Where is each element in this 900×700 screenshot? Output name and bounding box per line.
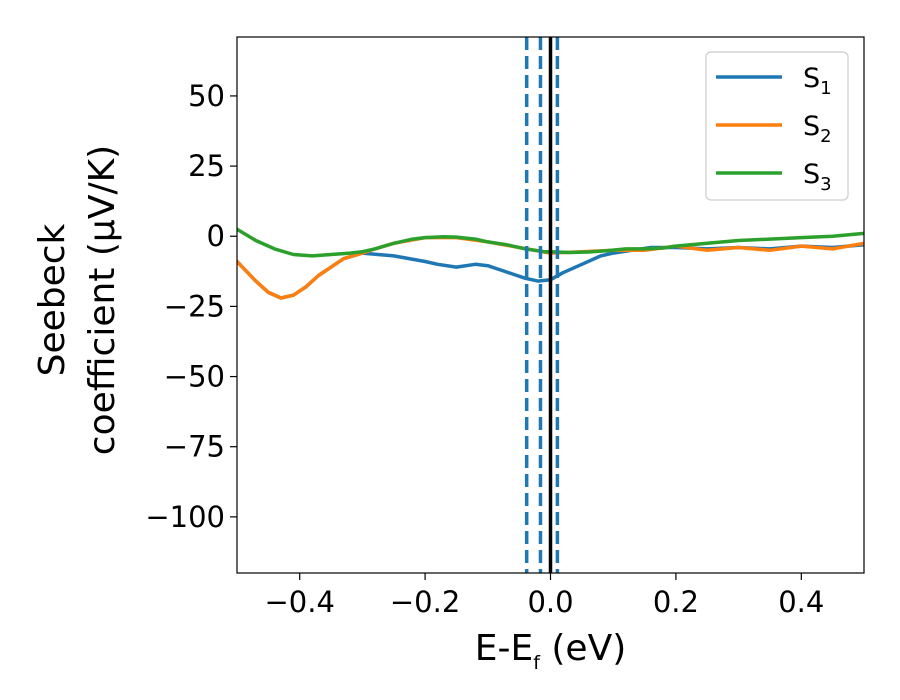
x-tick-label: 0.0 bbox=[527, 585, 573, 619]
legend-label-s3: S3 bbox=[803, 159, 832, 195]
x-tick-label: 0.4 bbox=[778, 585, 824, 619]
legend: S1 S2 S3 bbox=[705, 51, 849, 201]
legend-label-s1: S1 bbox=[803, 63, 832, 99]
y-tick-label: 50 bbox=[188, 79, 225, 113]
x-tick-label: −0.2 bbox=[390, 585, 460, 619]
series-line-s3 bbox=[237, 227, 864, 258]
y-tick-label: 25 bbox=[188, 149, 225, 183]
legend-label-s2: S2 bbox=[803, 111, 832, 147]
x-axis-label-sub: f bbox=[533, 652, 541, 674]
y-tick-label: −75 bbox=[164, 430, 225, 464]
y-axis-label-line1: Seebeck bbox=[32, 223, 73, 376]
y-tick-label: −25 bbox=[164, 289, 225, 323]
y-axis-ticks: 50 25 0 −25 −50 −75 −100 bbox=[145, 79, 237, 534]
x-tick-label: −0.4 bbox=[264, 585, 334, 619]
y-axis-label-line2: coefficient (μV/K) bbox=[82, 145, 123, 455]
x-axis-ticks: −0.4 −0.2 0.0 0.2 0.4 bbox=[264, 573, 824, 619]
x-tick-label: 0.2 bbox=[653, 585, 699, 619]
plot-area bbox=[237, 37, 864, 573]
y-tick-label: −50 bbox=[164, 360, 225, 394]
y-tick-label: 0 bbox=[207, 219, 225, 253]
y-tick-label: −100 bbox=[145, 500, 225, 534]
x-axis-label-main: E-E bbox=[475, 628, 533, 669]
x-axis-label-unit: (eV) bbox=[540, 628, 626, 669]
x-axis-label: E-Ef (eV) bbox=[475, 628, 627, 674]
